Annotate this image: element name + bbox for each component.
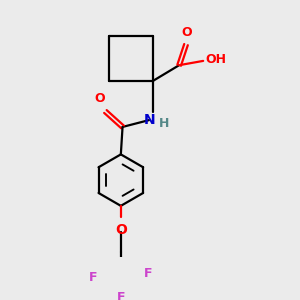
Text: F: F	[89, 272, 98, 284]
Text: N: N	[144, 113, 156, 127]
Text: O: O	[94, 92, 105, 106]
Text: H: H	[158, 117, 169, 130]
Text: F: F	[144, 267, 152, 280]
Text: O: O	[115, 223, 127, 237]
Text: O: O	[182, 26, 192, 39]
Text: OH: OH	[205, 53, 226, 66]
Text: F: F	[117, 291, 125, 300]
